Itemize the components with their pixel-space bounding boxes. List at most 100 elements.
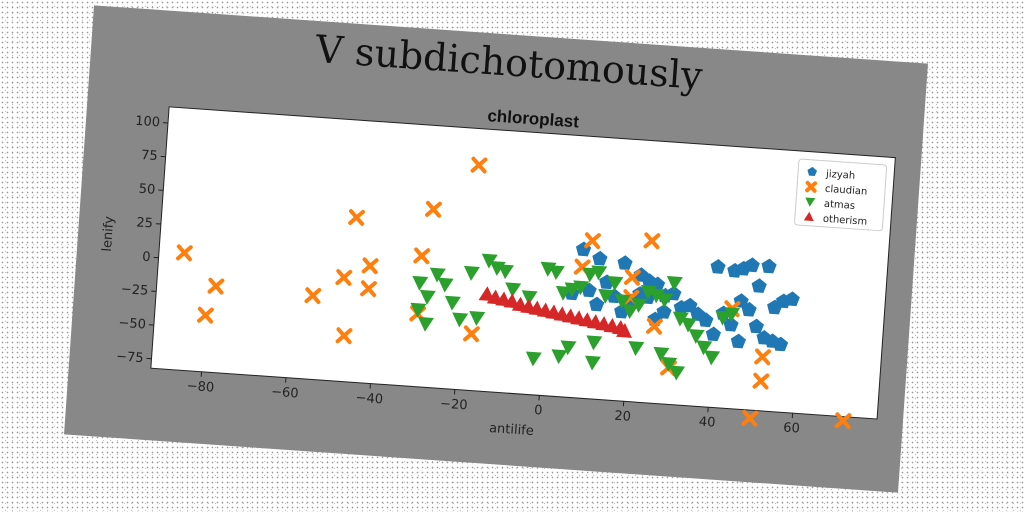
y-tick-label: 75 bbox=[141, 148, 159, 164]
y-tick-label: 25 bbox=[136, 215, 154, 231]
legend-box bbox=[794, 158, 888, 232]
marker-stroke bbox=[207, 278, 225, 294]
legend-marker-otherism bbox=[803, 211, 814, 222]
marker-stroke bbox=[805, 181, 818, 193]
claudian-point bbox=[348, 209, 365, 226]
marker-stroke bbox=[335, 328, 353, 344]
atmas-point bbox=[666, 276, 683, 291]
marker-stroke bbox=[643, 233, 661, 249]
jizyah-point bbox=[723, 316, 739, 332]
atmas-point bbox=[437, 277, 454, 293]
claudian-point bbox=[646, 317, 663, 335]
atmas-point bbox=[469, 310, 486, 326]
atmas-point bbox=[724, 307, 741, 323]
atmas-point bbox=[688, 329, 705, 344]
claudian-point bbox=[584, 232, 601, 250]
atmas-point bbox=[584, 355, 601, 371]
legend-marker-jizyah bbox=[807, 166, 818, 177]
atmas-point bbox=[680, 317, 697, 333]
x-tick-label: −40 bbox=[355, 391, 383, 408]
marker-stroke bbox=[197, 307, 214, 323]
atmas-point bbox=[551, 349, 568, 365]
marker-stroke bbox=[741, 410, 759, 426]
legend-marker-claudian bbox=[805, 180, 818, 193]
jizyah-point bbox=[751, 278, 767, 293]
atmas-point bbox=[649, 288, 666, 304]
claudian-point bbox=[623, 268, 641, 286]
jizyah-point bbox=[730, 333, 746, 349]
marker-stroke bbox=[623, 269, 641, 285]
jizyah-point bbox=[698, 312, 714, 328]
otherism-point bbox=[615, 322, 632, 338]
marker-stroke bbox=[335, 269, 353, 286]
atmas-point bbox=[672, 311, 689, 327]
atmas-point bbox=[417, 316, 434, 332]
legend-label: jizyah bbox=[825, 169, 856, 182]
atmas-point bbox=[481, 253, 498, 269]
y-tick-label: −50 bbox=[118, 316, 146, 333]
jizyah-point bbox=[589, 296, 605, 312]
otherism-point bbox=[536, 302, 553, 318]
plot-title: chloroplast bbox=[487, 106, 580, 131]
jizyah-point bbox=[748, 318, 764, 334]
atmas-point bbox=[591, 265, 608, 281]
atmas-point bbox=[628, 341, 645, 356]
marker-stroke bbox=[348, 209, 365, 226]
claudian-point bbox=[643, 232, 661, 250]
claudian-point bbox=[463, 325, 480, 343]
claudian-point bbox=[413, 247, 431, 265]
jizyah-point bbox=[764, 333, 780, 349]
marker-stroke bbox=[304, 288, 322, 304]
jizyah-point bbox=[705, 326, 722, 342]
marker-stroke bbox=[646, 318, 663, 334]
otherism-point bbox=[603, 318, 620, 333]
y-tick-label: 50 bbox=[138, 182, 156, 198]
marker-stroke bbox=[752, 373, 770, 389]
x-tick-label: 0 bbox=[534, 403, 543, 419]
x-tick-label: −80 bbox=[186, 379, 214, 396]
claudian-point bbox=[470, 156, 488, 174]
claudian-point bbox=[197, 306, 214, 324]
x-tick-label: 20 bbox=[614, 409, 632, 425]
claudian-point bbox=[207, 277, 225, 295]
atmas-point bbox=[498, 264, 514, 280]
otherism-point bbox=[503, 293, 520, 309]
marker-stroke bbox=[463, 326, 480, 342]
marker-stroke bbox=[413, 248, 431, 264]
otherism-point bbox=[586, 314, 603, 330]
marker-stroke bbox=[470, 157, 488, 173]
atmas-point bbox=[607, 275, 624, 291]
jizyah-point bbox=[761, 258, 777, 274]
claudian-point bbox=[741, 409, 759, 427]
jizyah-point bbox=[656, 304, 672, 319]
otherism-point bbox=[570, 310, 587, 326]
claudian-point bbox=[175, 244, 193, 262]
atmas-point bbox=[555, 285, 572, 301]
legend-label: claudian bbox=[825, 184, 868, 198]
atmas-point bbox=[614, 294, 631, 309]
x-tick-label: 40 bbox=[698, 415, 716, 431]
atmas-point bbox=[560, 340, 577, 356]
series-otherism bbox=[478, 286, 632, 338]
plot-area bbox=[150, 106, 896, 420]
series-atmas bbox=[410, 253, 741, 381]
claudian-point bbox=[304, 287, 322, 305]
jizyah-point bbox=[784, 291, 800, 307]
otherism-point bbox=[486, 289, 503, 305]
marker-stroke bbox=[361, 258, 379, 274]
jizyah-point bbox=[617, 255, 633, 271]
atmas-point bbox=[696, 340, 713, 356]
y-tick-label: 0 bbox=[142, 250, 151, 266]
x-axis-title: antilife bbox=[489, 421, 535, 439]
marker-stroke bbox=[573, 259, 591, 275]
otherism-point bbox=[553, 306, 570, 322]
otherism-point bbox=[520, 298, 537, 314]
claudian-point bbox=[361, 257, 379, 275]
marker-stroke bbox=[754, 349, 772, 365]
y-tick-label: −25 bbox=[120, 282, 148, 299]
marker-stroke bbox=[360, 281, 377, 297]
atmas-point bbox=[598, 288, 615, 304]
claudian-point bbox=[425, 200, 442, 218]
x-tick-label: 60 bbox=[783, 420, 801, 436]
